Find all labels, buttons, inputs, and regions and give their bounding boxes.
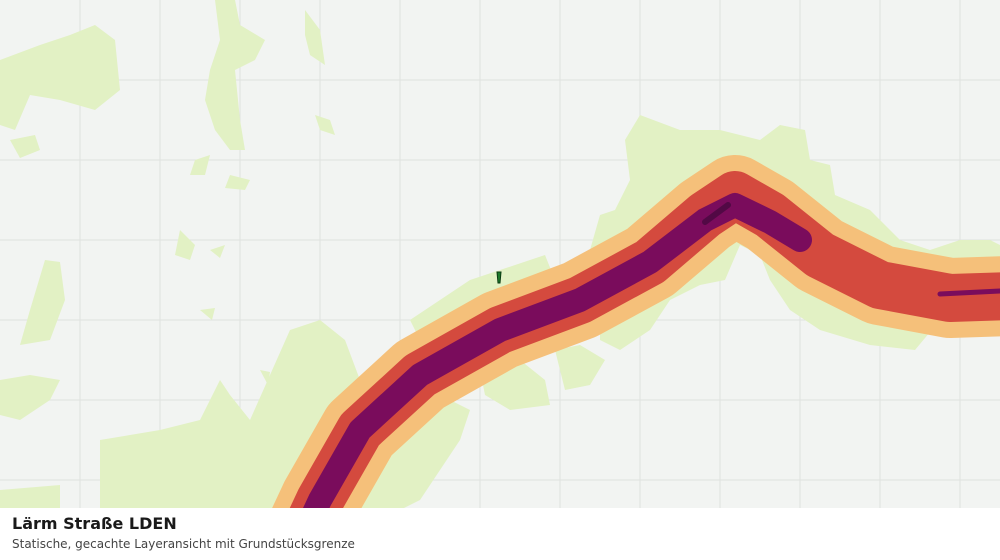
noise-bands (248, 155, 1000, 560)
info-panel: Lärm Straße LDEN Statische, gecachte Lay… (0, 508, 1000, 560)
parcel-marker (496, 271, 502, 284)
layer-subtitle: Statische, gecachte Layeransicht mit Gru… (12, 537, 355, 551)
layer-title: Lärm Straße LDEN (12, 514, 177, 533)
